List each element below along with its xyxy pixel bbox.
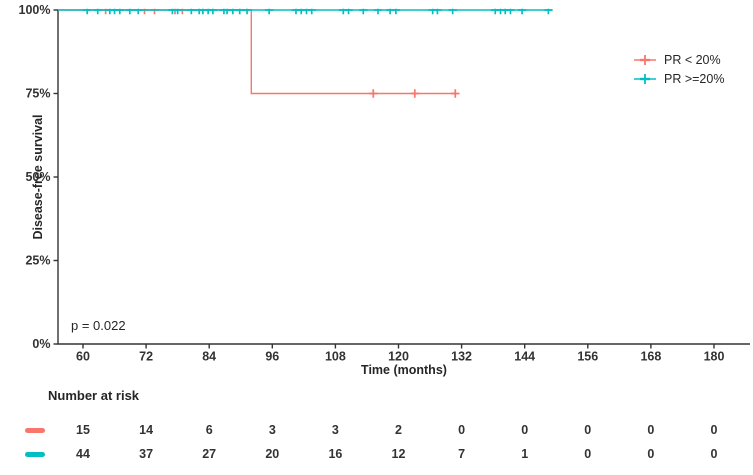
risk-count: 0 [521, 423, 529, 437]
x-tick-label: 180 [704, 350, 725, 364]
risk-count: 0 [647, 447, 655, 461]
x-tick-label: 96 [265, 350, 279, 364]
risk-count: 15 [76, 423, 90, 437]
x-tick-label: 168 [640, 350, 661, 364]
risk-count: 7 [458, 447, 466, 461]
x-tick-label: 60 [76, 350, 90, 364]
risk-count: 3 [331, 423, 339, 437]
risk-count: 27 [202, 447, 217, 461]
risk-count: 16 [328, 447, 343, 461]
risk-count: 2 [395, 423, 402, 437]
x-tick-label: 108 [325, 350, 346, 364]
legend: PR < 20% PR >=20% [633, 50, 724, 88]
p-value-annotation: p = 0.022 [71, 318, 126, 333]
risk-count: 44 [76, 447, 90, 461]
legend-item-pr-lt-20: PR < 20% [633, 50, 724, 69]
risk-count: 1 [521, 447, 529, 461]
risk-count: 6 [205, 423, 213, 437]
risk-row-pr-ge-20: 44 37 27 20 16 12 7 1 0 0 0 [0, 446, 753, 462]
legend-label-pr-ge-20: PR >=20% [664, 71, 725, 86]
legend-label-pr-lt-20: PR < 20% [664, 52, 721, 67]
number-at-risk-table: Number at risk 15 14 6 3 3 2 0 0 0 0 0 44 37 27 20 16 1… [0, 388, 753, 475]
risk-count: 14 [139, 423, 154, 437]
risk-count: 3 [268, 423, 276, 437]
censor-line-icon [634, 54, 656, 65]
risk-count: 20 [265, 447, 280, 461]
risk-count: 0 [710, 423, 718, 437]
risk-count: 12 [391, 447, 406, 461]
risk-count: 0 [584, 447, 592, 461]
y-tick-label: 25% [25, 254, 50, 268]
x-tick-label: 84 [202, 350, 216, 364]
risk-count: 0 [710, 447, 718, 461]
y-tick-label: 0% [32, 337, 50, 351]
risk-count: 0 [458, 423, 466, 437]
x-tick-label: 156 [577, 350, 598, 364]
x-axis-title: Time (months) [361, 363, 447, 377]
legend-item-pr-ge-20: PR >=20% [633, 69, 724, 88]
x-tick-label: 144 [514, 350, 535, 364]
risk-row-key-icon [25, 428, 45, 433]
y-tick-label: 50% [25, 170, 50, 184]
survival-curve-0 [58, 9, 456, 95]
censor-line-icon [634, 73, 656, 84]
x-tick-label: 132 [451, 350, 472, 364]
risk-row-pr-lt-20: 15 14 6 3 3 2 0 0 0 0 0 [0, 422, 753, 438]
risk-count: 0 [584, 423, 592, 437]
x-tick-label: 72 [139, 350, 153, 364]
y-tick-label: 75% [25, 87, 50, 101]
risk-count: 0 [647, 423, 655, 437]
x-tick-label: 120 [388, 350, 409, 364]
risk-row-key-icon [25, 452, 45, 457]
risk-count: 37 [139, 447, 154, 461]
risk-table-title: Number at risk [48, 388, 140, 403]
y-axis-title: Disease-free survival [31, 114, 45, 240]
y-tick-label: 100% [19, 3, 51, 17]
